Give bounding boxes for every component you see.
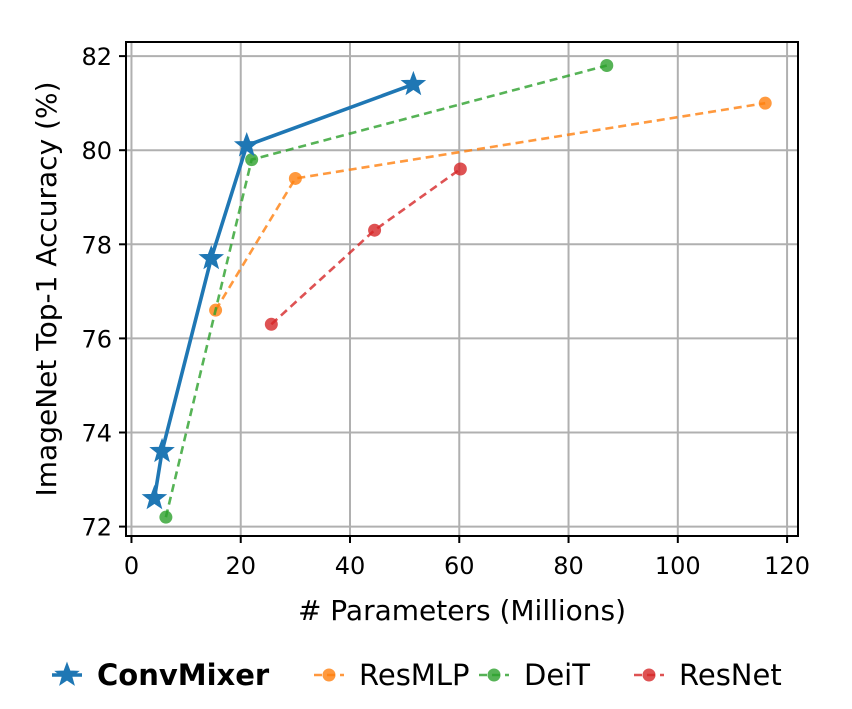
tick-layer: 0 20 40 60 80 100 120 72 74 76 78 80 82 [81, 43, 810, 580]
legend-item-deit: DeiT [479, 658, 590, 692]
y-axis-label: ImageNet Top-1 Accuracy (%) [30, 82, 63, 497]
y-tick-label: 74 [81, 419, 112, 447]
data-point-resnet [368, 223, 382, 237]
legend-marker-deit [487, 668, 501, 682]
x-tick-label: 0 [124, 552, 139, 580]
legend-item-resnet: ResNet [634, 658, 782, 692]
y-tick-label: 78 [81, 231, 112, 259]
x-axis-label: # Parameters (Millions) [298, 594, 626, 627]
data-point-convmixer [400, 70, 427, 96]
legend-label-resmlp: ResMLP [359, 658, 469, 692]
data-point-resnet [264, 317, 278, 331]
legend-item-resmlp: ResMLP [314, 658, 469, 692]
legend-label-deit: DeiT [524, 658, 590, 692]
series-deit [159, 59, 614, 524]
data-point-deit [159, 510, 173, 524]
data-point-convmixer [149, 437, 175, 463]
y-tick-label: 80 [81, 137, 112, 165]
data-point-convmixer [198, 244, 225, 270]
series-line-deit [164, 64, 608, 518]
legend-label-resnet: ResNet [679, 658, 782, 692]
data-point-convmixer [141, 484, 168, 510]
series-line-convmixer [152, 82, 414, 499]
data-point-deit [245, 153, 259, 167]
data-point-resmlp [758, 96, 772, 110]
x-tick-label: 60 [444, 552, 475, 580]
y-tick-label: 72 [81, 514, 112, 542]
series-line-resmlp [214, 101, 766, 311]
x-tick-label: 40 [335, 552, 366, 580]
legend: ConvMixer ResMLP DeiT ResNet [52, 658, 782, 692]
y-tick-label: 76 [81, 325, 112, 353]
series-convmixer [141, 70, 427, 510]
series-line-resnet [270, 167, 462, 326]
legend-marker-convmixer [54, 661, 80, 686]
x-tick-label: 80 [553, 552, 584, 580]
data-point-resnet [453, 162, 467, 176]
legend-label-convmixer: ConvMixer [97, 658, 270, 692]
data-point-convmixer [233, 132, 260, 157]
series-resnet [264, 162, 467, 331]
series-layer [141, 59, 772, 524]
legend-item-convmixer: ConvMixer [52, 658, 270, 692]
x-tick-label: 120 [764, 552, 810, 580]
x-tick-label: 100 [655, 552, 701, 580]
plot-frame [125, 41, 799, 537]
legend-marker-resmlp [322, 668, 336, 682]
grid-layer [126, 42, 798, 536]
legend-marker-resnet [642, 668, 656, 682]
y-tick-label: 82 [81, 43, 112, 71]
x-tick-label: 20 [225, 552, 256, 580]
data-point-deit [600, 59, 614, 73]
data-point-resmlp [288, 171, 302, 185]
